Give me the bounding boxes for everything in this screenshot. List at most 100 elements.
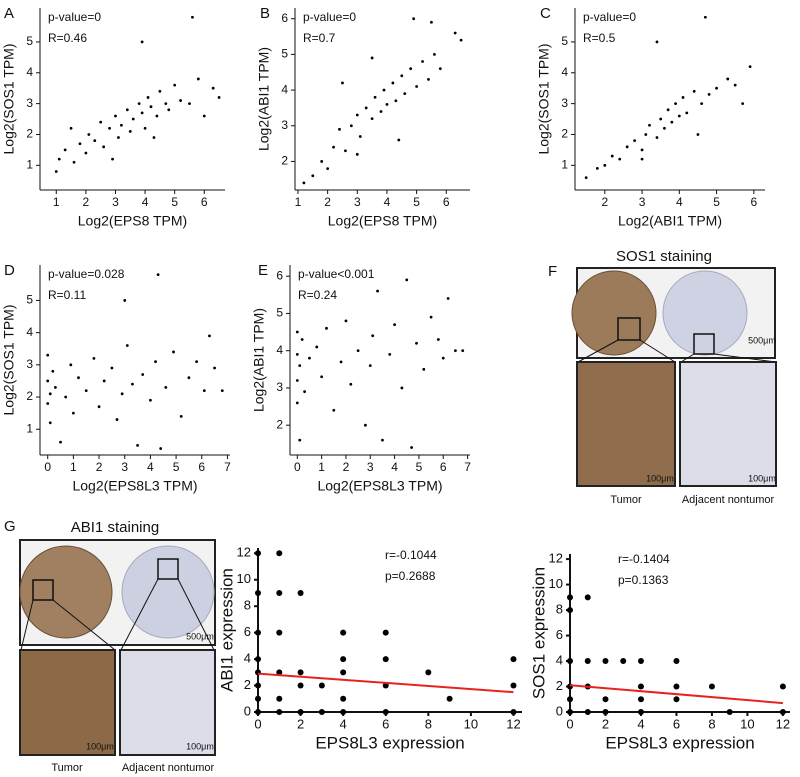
point [143,126,147,130]
x-axis-title: EPS8L3 expression [315,733,464,752]
point [64,395,68,399]
y-tick-label: 4 [281,82,288,96]
annotation: p-value=0 [583,10,636,24]
scale-bar-label: 100μm [646,473,674,483]
point [726,709,733,715]
x-tick-label: 6 [673,716,680,731]
tumor-zoom [576,361,676,487]
annotation: p=0.1363 [618,573,669,587]
point [117,136,120,139]
point [188,102,191,106]
point [255,682,261,689]
point [84,389,88,392]
point [602,709,609,715]
y-tick-label: 10 [549,576,563,591]
x-tick-label: 1 [295,195,302,209]
panel-label: A [4,5,14,22]
x-tick-label: 3 [121,460,128,474]
tumor-zoom [19,649,116,756]
point [364,106,368,110]
point [461,349,465,353]
point [255,589,261,596]
x-tick-label: 5 [413,195,420,209]
point [338,127,341,131]
point [46,379,50,383]
point [63,148,67,152]
point [77,376,80,380]
point [255,695,261,702]
point [700,102,704,106]
zoom-line [52,599,116,651]
point [120,392,124,396]
point [276,550,283,557]
point [159,447,163,450]
panel-label: C [540,5,551,22]
x-tick-label: 2 [83,195,90,209]
point [152,136,156,139]
point [677,114,681,118]
point [370,117,374,121]
annotation: r=-0.1044 [385,548,437,562]
y-tick-label: 1 [26,421,33,435]
point [140,111,144,115]
zoom-line [577,339,619,363]
point [421,60,424,63]
point [220,389,224,392]
y-tick-label: 5 [26,293,33,307]
normal-zoom [119,649,216,756]
staining-panel-f: F SOS1 staining 500μm 100μm 100μm Tumor … [548,248,777,506]
point [670,120,674,124]
point [381,438,384,442]
zoom-line [120,578,159,651]
point [276,629,283,636]
x-tick-label: 4 [391,460,398,474]
point [48,392,52,396]
point [131,382,134,386]
point [429,315,433,319]
point [412,17,416,21]
x-tick-label: 2 [602,716,609,731]
y-tick-label: 2 [244,677,251,692]
point [355,152,359,156]
y-tick-label: 3 [281,118,288,132]
point [276,695,283,702]
point [603,163,607,167]
point [295,401,299,405]
point [114,114,117,118]
point [208,334,211,338]
y-tick-label: 5 [26,34,33,48]
point [211,86,215,90]
point [146,96,150,99]
point [685,111,689,115]
y-tick-label: 3 [561,96,568,110]
point [726,77,730,81]
x-tick-label: 10 [740,716,754,731]
point [394,99,398,103]
point [59,440,62,444]
point [46,353,50,357]
y-tick-label: 3 [26,96,33,110]
point [308,356,311,360]
y-axis-title: Log2(SOS1 TPM) [536,43,552,154]
point [318,682,325,689]
point [300,338,304,341]
y-tick-label: 4 [26,325,33,339]
y-tick-label: 1 [26,157,33,171]
point [318,709,325,715]
point [415,341,418,345]
x-tick-label: 3 [112,195,119,209]
point [255,709,261,715]
point [453,31,457,35]
point [567,594,573,601]
point [510,709,517,715]
point [115,418,119,421]
x-tick-label: 0 [254,716,261,731]
x-tick-label: 4 [384,195,391,209]
point [637,696,644,703]
point [703,15,707,19]
x-tick-label: 6 [382,716,389,731]
point [120,123,123,127]
point [297,589,304,596]
point [358,135,362,138]
point [217,96,221,99]
